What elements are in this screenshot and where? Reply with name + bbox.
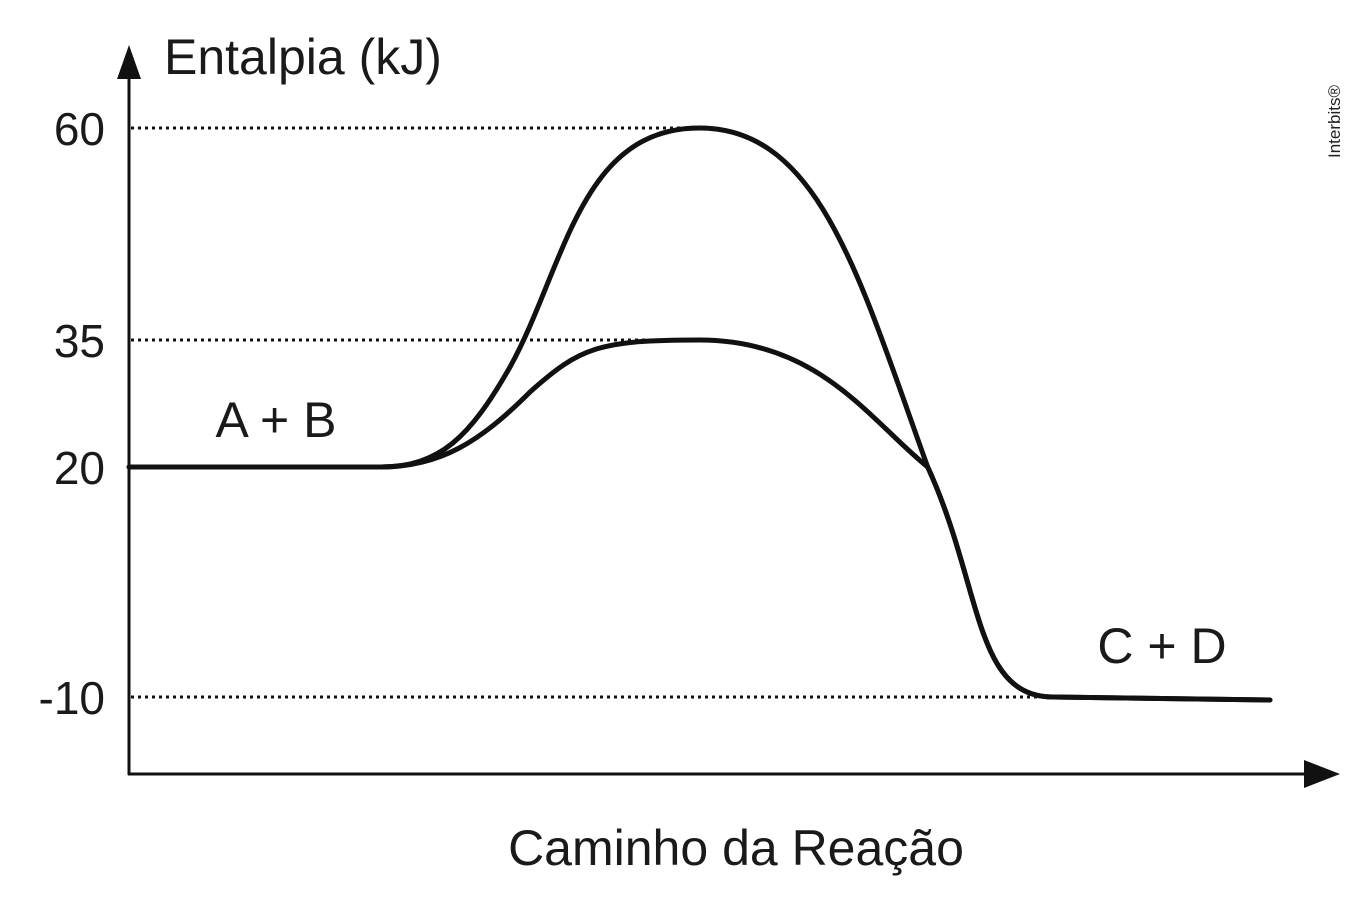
- y-axis-title: Entalpia (kJ): [164, 29, 442, 85]
- x-axis-title: Caminho da Reação: [508, 820, 964, 876]
- x-axis-arrow-icon: [1304, 760, 1340, 788]
- axes: [117, 45, 1340, 788]
- energy-curves: [126, 125, 1273, 703]
- reactants-label: A + B: [216, 392, 337, 448]
- y-tick-label: 20: [54, 442, 105, 494]
- y-tick-label: -10: [39, 672, 105, 724]
- y-tick-label: 60: [54, 103, 105, 155]
- catalyzed-curve: [126, 337, 1273, 703]
- watermark: Interbits®: [1325, 85, 1344, 158]
- y-tick-label: 35: [54, 315, 105, 367]
- y-tick-labels: 60 35 20 -10: [39, 103, 105, 724]
- y-axis-arrow-icon: [117, 45, 141, 79]
- products-label: C + D: [1097, 618, 1226, 674]
- reference-lines: [131, 126, 1040, 699]
